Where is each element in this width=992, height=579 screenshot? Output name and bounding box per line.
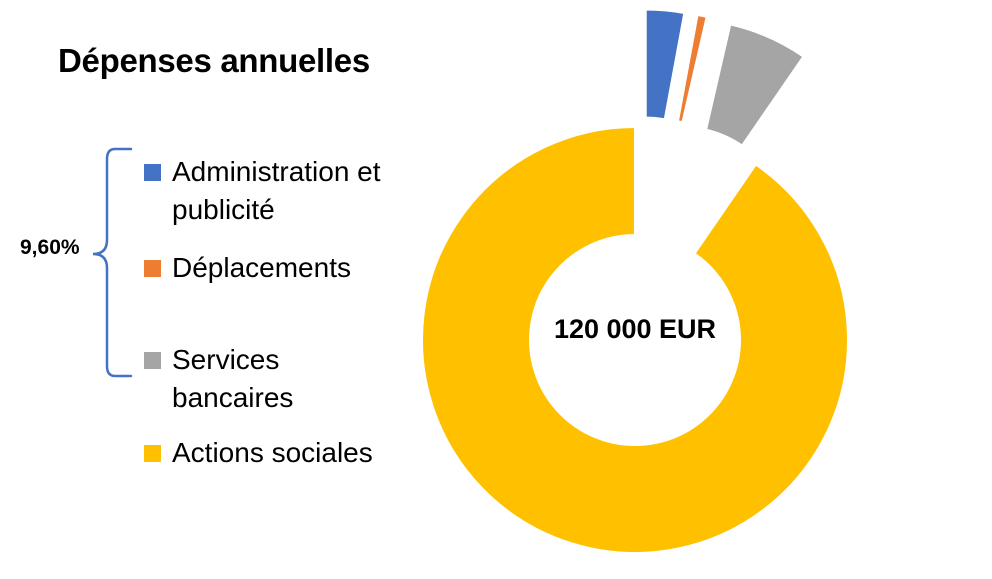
slice-administration (644, 8, 686, 121)
legend-label-services-bancaires: Services bancaires (172, 344, 294, 413)
legend-swatch-actions-sociales (144, 445, 161, 462)
chart-title: Dépenses annuelles (58, 42, 370, 79)
legend-item-services-bancaires: Services bancaires (144, 341, 322, 417)
legend-item-administration: Administration et publicité (144, 153, 402, 229)
legend-bracket (92, 147, 133, 378)
slice-services-bancaires (704, 23, 805, 147)
bracket-percentage-label: 9,60% (20, 236, 80, 259)
legend-swatch-services-bancaires (144, 352, 161, 369)
legend-label-deplacements: Déplacements (172, 252, 351, 283)
slice-actions-sociales (421, 125, 849, 554)
legend-item-deplacements: Déplacements (144, 249, 402, 287)
legend-swatch-administration (144, 164, 161, 181)
donut-center-label: 120 000 EUR (553, 314, 717, 344)
legend-label-administration: Administration et publicité (172, 156, 381, 225)
legend-item-actions-sociales: Actions sociales (144, 434, 402, 472)
slice-deplacements (676, 13, 708, 124)
legend-swatch-deplacements (144, 260, 161, 277)
legend-label-actions-sociales: Actions sociales (172, 437, 373, 468)
